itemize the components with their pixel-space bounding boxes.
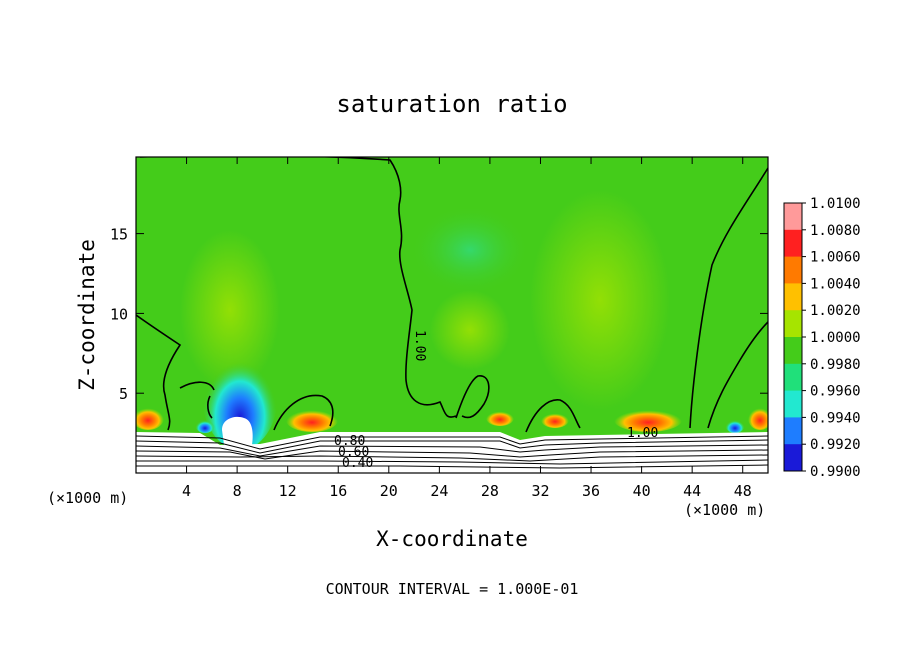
- x-tick-label: 36: [582, 482, 600, 500]
- colorbar-label: 0.9940: [810, 410, 861, 426]
- field-red-patch: [486, 410, 514, 426]
- colorbar-label: 1.0000: [810, 330, 861, 346]
- y-axis-label: Z-coordinate: [75, 239, 99, 391]
- contours-1-00: [136, 157, 768, 433]
- x-unit-left: (×1000 m): [47, 489, 128, 507]
- contours-subsaturated: [136, 435, 768, 469]
- plot-area: 1.00 1.00 0.80 0.60 0.40: [136, 157, 768, 473]
- contour-line: [136, 459, 768, 465]
- contour-line: [136, 314, 182, 431]
- x-tick-label: 12: [279, 482, 297, 500]
- contour-labels: 1.00 1.00 0.80 0.60 0.40: [334, 330, 658, 471]
- colorbar-swatch: [784, 256, 802, 284]
- contour-label: 0.60: [338, 445, 369, 460]
- contour-line: [273, 394, 334, 431]
- contour-line: [136, 435, 768, 450]
- field-blue-plume: [202, 340, 278, 450]
- colorbar-swatch: [784, 229, 802, 258]
- colorbar-label: 0.9980: [810, 357, 861, 373]
- colorbar-label: 1.0080: [810, 223, 861, 239]
- x-unit-right: (×1000 m): [684, 501, 765, 519]
- colorbar-swatch: [784, 363, 802, 392]
- field-lime-patch: [530, 190, 670, 410]
- colorbar-swatch: [784, 390, 802, 418]
- contour-line: [525, 399, 581, 433]
- field-red-patch: [136, 406, 164, 430]
- x-tick-label: 44: [683, 482, 701, 500]
- field-blue-patch: [725, 417, 745, 433]
- colorbar-swatch: [784, 337, 802, 365]
- contour-line: [140, 157, 457, 418]
- field-blue-patch: [195, 417, 215, 433]
- x-tick-label: 32: [531, 482, 549, 500]
- field-red-patch: [748, 406, 768, 430]
- colorbar-swatch: [784, 283, 802, 311]
- colorbar-swatch: [784, 444, 802, 472]
- plot-frame: [135, 156, 769, 474]
- field-red-patch: [614, 408, 682, 432]
- field-lime-patch: [430, 290, 510, 370]
- contour-line: [207, 395, 213, 419]
- x-tick-label: 28: [481, 482, 499, 500]
- contour-interval-note: CONTOUR INTERVAL = 1.000E-01: [326, 580, 579, 598]
- contour-line: [689, 167, 768, 429]
- colorbar-label: 1.0060: [810, 250, 861, 266]
- x-tick-label: 24: [430, 482, 448, 500]
- field-red-patch: [286, 408, 338, 432]
- contour-line: [136, 464, 768, 469]
- colorbar-swatch: [784, 310, 802, 338]
- colorbar: 1.0100 1.0080 1.0060 1.0040 1.0020 1.0000 0.99…: [783, 196, 861, 480]
- white-blob: [222, 416, 253, 445]
- colorbar-label: 1.0040: [810, 276, 861, 292]
- contour-line: [136, 439, 768, 454]
- contour-label: 1.00: [412, 330, 427, 361]
- y-tick-label: 10: [110, 305, 128, 323]
- colorbar-swatch: [784, 203, 802, 231]
- x-tick-label: 4: [182, 482, 191, 500]
- colorbar-swatch: [784, 417, 802, 445]
- x-tick-label: 20: [380, 482, 398, 500]
- colorbar-label: 1.0020: [810, 303, 861, 319]
- y-axis: 5 10 15: [110, 226, 768, 403]
- contour-line: [136, 444, 768, 457]
- contour-line: [136, 449, 768, 460]
- contour-line: [707, 321, 768, 429]
- contour-label: 0.40: [342, 456, 373, 471]
- y-tick-label: 5: [119, 385, 128, 403]
- colorbar-label: 0.9920: [810, 437, 861, 453]
- x-tick-label: 16: [329, 482, 347, 500]
- contour-label: 1.00: [627, 426, 658, 441]
- contour-line: [136, 454, 768, 462]
- x-axis: 4 8 12 16 20 24 28 32 36 40 44 48: [182, 157, 752, 500]
- colorbar-label: 0.9960: [810, 384, 861, 400]
- x-axis-label: X-coordinate: [376, 527, 528, 551]
- colorbar-label: 0.9900: [810, 464, 861, 480]
- contour-line: [179, 381, 215, 391]
- x-tick-label: 48: [734, 482, 752, 500]
- y-tick-label: 15: [110, 226, 128, 244]
- x-tick-label: 8: [233, 482, 242, 500]
- contour-label: 0.80: [334, 434, 365, 449]
- contour-line: [455, 375, 490, 419]
- field-cyan-patch: [410, 205, 530, 295]
- chart-title: saturation ratio: [336, 90, 567, 118]
- field-red-patch: [541, 412, 569, 428]
- x-tick-label: 40: [633, 482, 651, 500]
- colorbar-label: 1.0100: [810, 196, 861, 212]
